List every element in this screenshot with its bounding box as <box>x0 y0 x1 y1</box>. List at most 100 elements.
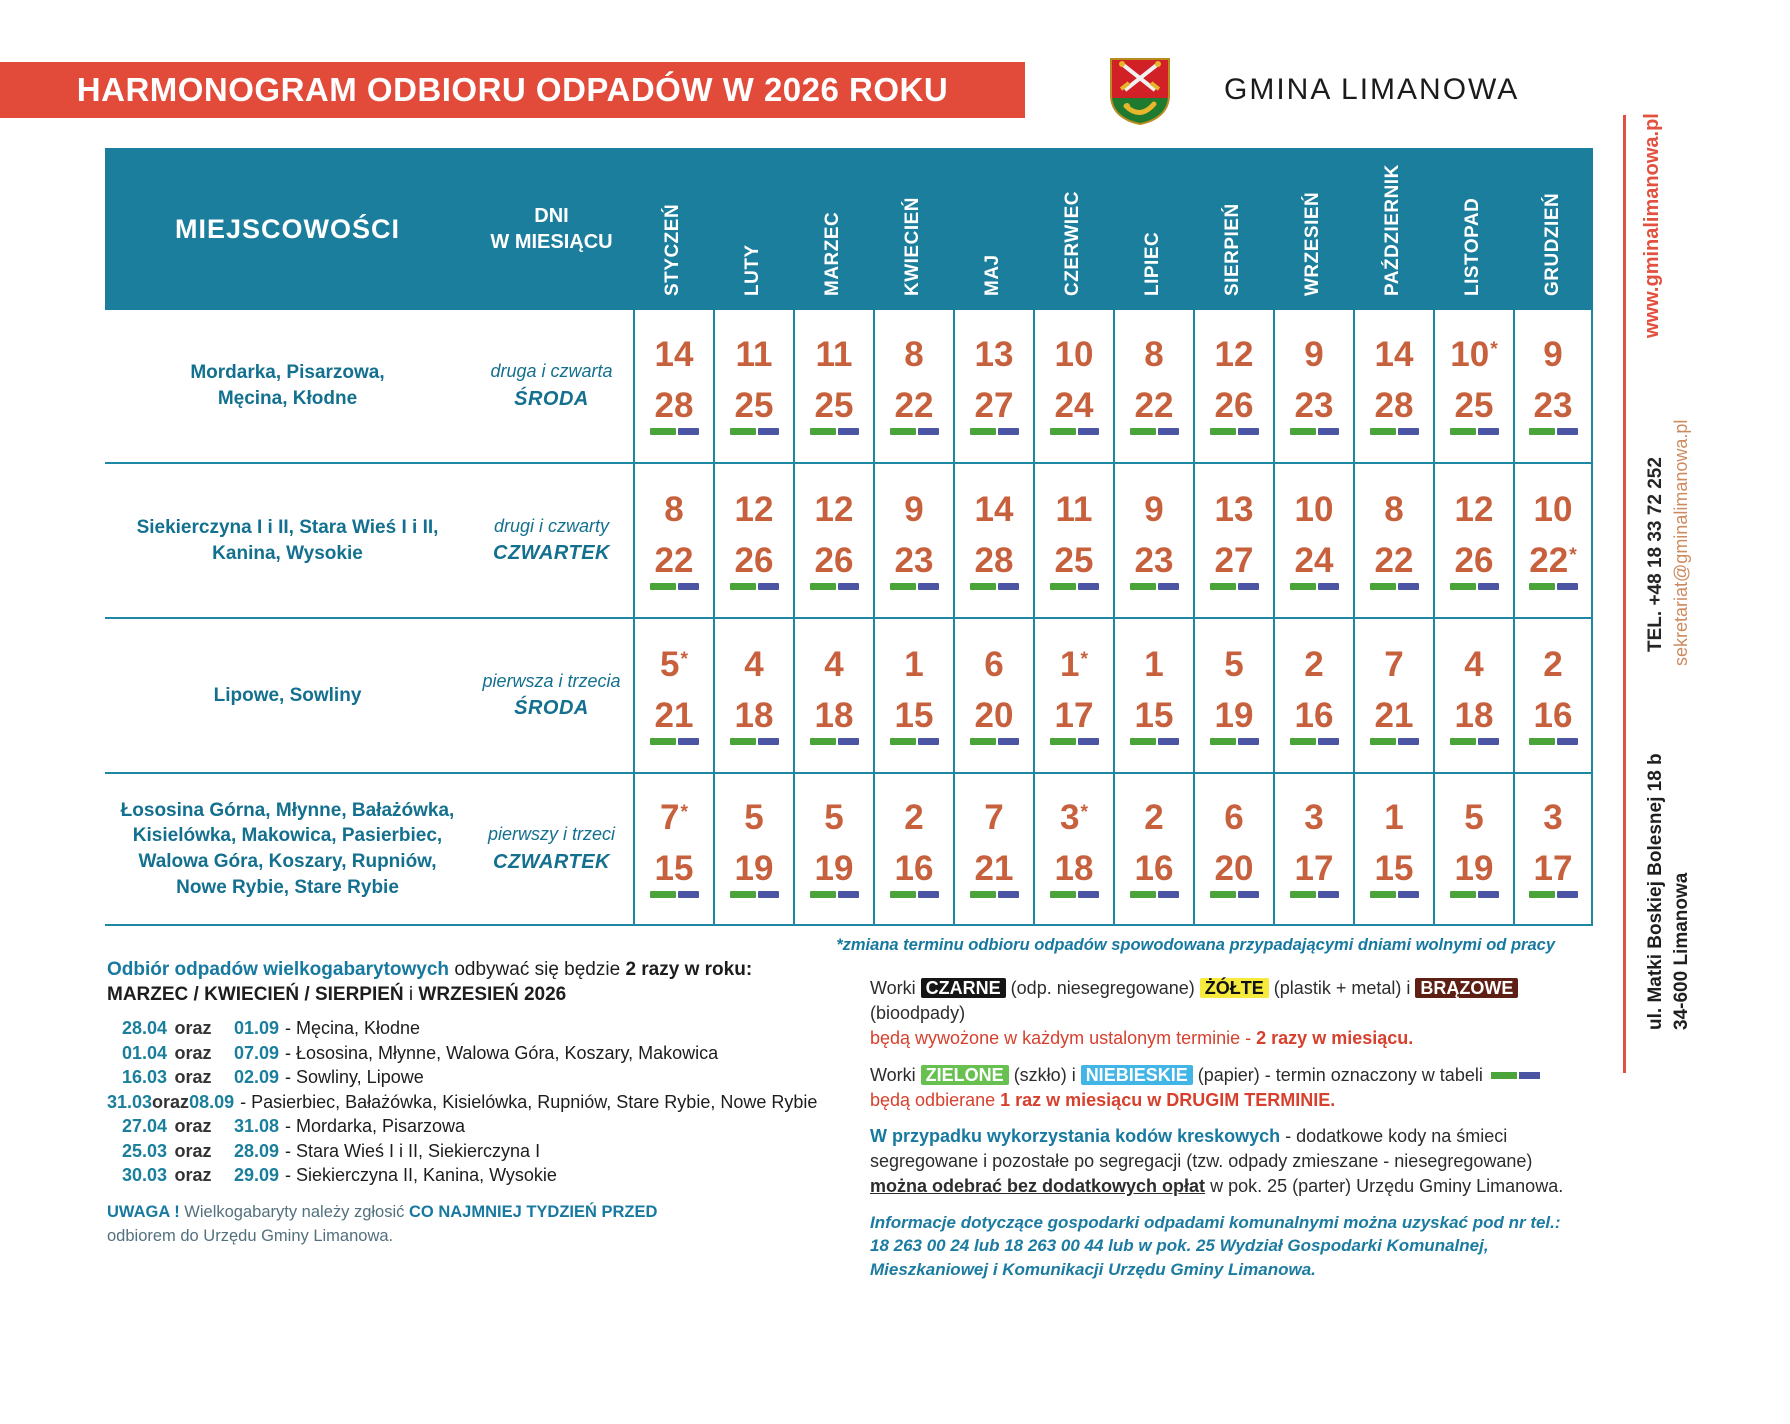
bulky-date-2: 28.09 <box>233 1140 279 1161</box>
date-cell: 11 25 <box>713 310 793 462</box>
collection-date: 7 <box>984 798 1004 837</box>
organization-name: GMINA LIMANOWA <box>1224 73 1520 106</box>
collection-date: 20 <box>1214 849 1254 888</box>
blue-bar-segment <box>917 891 939 898</box>
green-bar-segment <box>1209 891 1236 898</box>
email-link[interactable]: sekretariat@gminalimanowa.pl <box>1671 419 1691 666</box>
blue-bar-segment <box>837 428 859 435</box>
date-cell: 6 20 <box>1193 774 1273 924</box>
bulky-heading-mid: odbywać się będzie <box>449 959 626 980</box>
blue-bar-segment <box>1157 891 1179 898</box>
collection-date: 12 <box>814 489 854 529</box>
green-bar-segment <box>1528 891 1555 898</box>
date-cell: 1 15 <box>1113 619 1193 772</box>
green-bar-segment <box>1528 428 1555 435</box>
days-cell: pierwszy i trzeci CZWARTEK <box>470 774 633 924</box>
collection-date: 2 <box>1543 644 1563 684</box>
website-link[interactable]: www.gminalimanowa.pl <box>1641 113 1663 338</box>
bulky-list-item: 27.04 oraz 31.08 - Mordarka, Pisarzowa <box>107 1114 767 1139</box>
blue-bar-segment <box>917 737 939 745</box>
legend-p1-red-text: będą wywożone w każdym ustalonym termini… <box>870 1028 1257 1049</box>
bulky-list-item: 16.03 oraz 02.09 - Sowliny, Lipowe <box>107 1065 767 1090</box>
collection-date: 10* <box>1450 335 1498 374</box>
collection-date: 7* <box>660 798 688 837</box>
green-blue-bar-icon <box>889 737 939 745</box>
bulky-date-separator: oraz <box>174 1018 212 1039</box>
bulky-list-item: 28.04 oraz 01.09 - Męcina, Kłodne <box>107 1016 767 1041</box>
collection-date: 2 <box>904 798 924 837</box>
blue-bar-segment <box>1477 428 1499 435</box>
green-bar-segment <box>969 582 996 590</box>
month-header-label: STYCZEŃ <box>662 203 683 296</box>
collection-date: 25 <box>1054 540 1094 580</box>
collection-date: 14 <box>974 489 1014 529</box>
bulky-places: - Pasierbiec, Bałażówka, Kisielówka, Rup… <box>240 1091 818 1112</box>
green-bar-segment <box>1369 737 1396 745</box>
collection-date: 16 <box>894 849 934 888</box>
green-bar-segment <box>889 737 916 745</box>
collection-date: 8 <box>664 489 684 529</box>
green-bar-segment <box>1209 428 1236 435</box>
blue-bar-segment <box>1077 891 1099 898</box>
date-cell: 5 19 <box>1433 774 1513 924</box>
green-bar-segment <box>649 737 676 745</box>
bulky-places: - Męcina, Kłodne <box>285 1018 421 1039</box>
collection-date: 9 <box>904 489 924 529</box>
blue-bag-desc: (papier) - termin oznaczony w tabeli <box>1192 1064 1483 1085</box>
bulky-date-2: 07.09 <box>233 1042 279 1063</box>
blue-bar-segment <box>1317 891 1339 898</box>
collection-date: 13 <box>1214 489 1254 529</box>
days-weekday: ŚRODA <box>514 387 589 410</box>
green-bar-segment <box>1369 891 1396 898</box>
legend-p1-red-bold: 2 razy w miesiącu. <box>1256 1028 1414 1049</box>
places-cell: Łososina Górna, Młynne, Bałażówka, Kisiel… <box>105 774 470 924</box>
collection-date: 18 <box>814 695 854 735</box>
date-cell: 10 22* <box>1513 464 1593 617</box>
collection-date: 15 <box>654 849 694 888</box>
month-header-label: PAŹDZIERNIK <box>1382 164 1403 296</box>
collection-date: 2 <box>1144 798 1164 837</box>
phone-number: TEL. +48 18 33 72 252 <box>1645 457 1666 652</box>
blue-bar-segment <box>1077 428 1099 435</box>
page-title: HARMONOGRAM ODBIORU ODPADÓW W 2026 ROKU <box>76 71 949 108</box>
schedule-row: Łososina Górna, Młynne, Bałażówka, Kisiel… <box>105 774 1593 926</box>
green-bar-segment <box>889 428 916 435</box>
collection-date: 3 <box>1543 798 1563 837</box>
collection-date: 19 <box>814 849 854 888</box>
green-bar-segment <box>889 582 916 590</box>
blue-bar-segment <box>1397 428 1419 435</box>
collection-date: 14 <box>1374 335 1414 374</box>
collection-date: 14 <box>654 335 694 374</box>
date-cell: 14 28 <box>953 464 1033 617</box>
collection-date: 19 <box>1214 695 1254 735</box>
green-bar-segment <box>1528 582 1555 590</box>
collection-date: 1 <box>1144 644 1164 684</box>
date-cell: 8 22 <box>1113 310 1193 462</box>
date-cell: 4 18 <box>713 619 793 772</box>
green-blue-bar-icon <box>1129 582 1179 590</box>
blue-bar-segment <box>997 428 1019 435</box>
blue-bar-segment <box>757 428 779 435</box>
bulky-date-1: 30.03 <box>121 1165 167 1186</box>
title-banner: HARMONOGRAM ODBIORU ODPADÓW W 2026 ROKU <box>0 62 1025 118</box>
days-weekday: CZWARTEK <box>493 542 610 565</box>
date-cell: 11 25 <box>793 310 873 462</box>
collection-date: 26 <box>1454 540 1494 580</box>
month-header-cell: LISTOPAD <box>1433 148 1513 310</box>
bulky-heading-strong: Odbiór odpadów wielkogabarytowych <box>107 959 450 980</box>
contact-info-paragraph: Informacje dotyczące gospodarki odpadami… <box>870 1212 1561 1280</box>
blue-bar-segment <box>677 582 699 590</box>
collection-date: 1 <box>904 644 924 684</box>
places-line: Męcina, Kłodne <box>217 388 358 409</box>
bulky-date-2: 31.08 <box>233 1116 279 1137</box>
collection-date: 23 <box>894 540 934 580</box>
date-cell: 9 23 <box>1513 310 1593 462</box>
blue-bar-segment <box>677 737 699 745</box>
green-bar-segment <box>1289 737 1316 745</box>
month-header-cell: SIERPIEŃ <box>1193 148 1273 310</box>
collection-date: 12 <box>1214 335 1254 374</box>
bulky-months-mid: i <box>403 983 419 1005</box>
green-blue-bar-icon <box>1528 737 1578 745</box>
legend-p2-red-text: będą odbierane <box>870 1089 1001 1110</box>
collection-date: 5 <box>1224 644 1244 684</box>
